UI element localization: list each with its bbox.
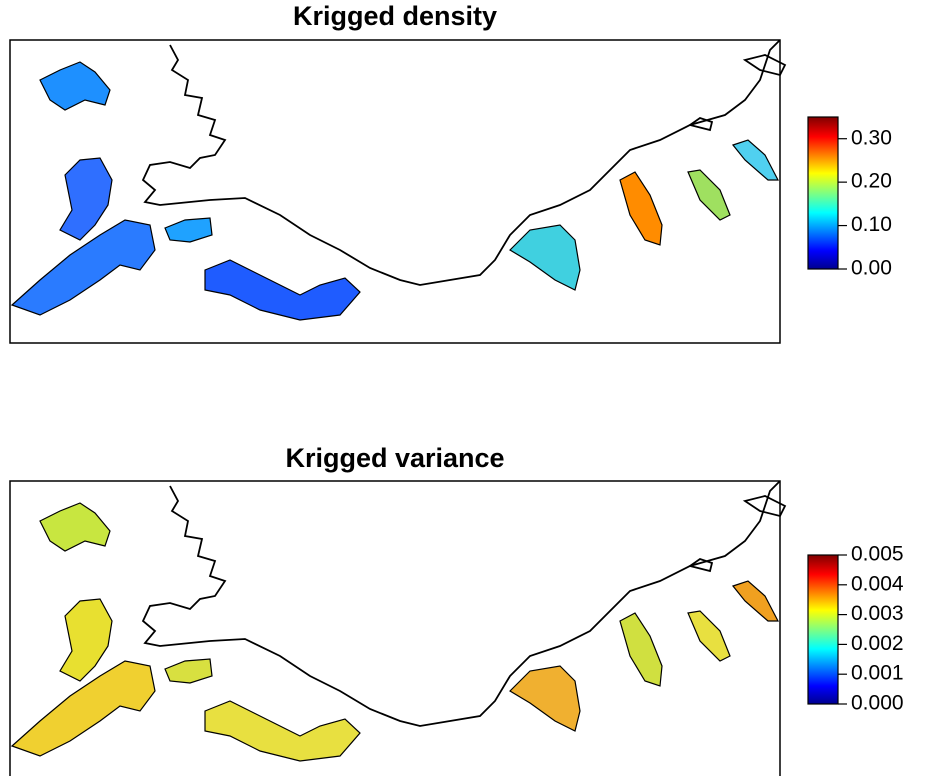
map-frame bbox=[9, 39, 781, 344]
colorbar-ramp bbox=[807, 554, 839, 705]
colorbar bbox=[807, 554, 839, 705]
colorbar-tick-label: 0.000 bbox=[851, 692, 904, 715]
coastline bbox=[142, 39, 786, 286]
colorbar-tick-label: 0.005 bbox=[851, 543, 904, 566]
variance-panel: Krigged variance bbox=[9, 443, 839, 776]
survey-areas bbox=[10, 502, 779, 762]
colorbar-tick-label: 0.004 bbox=[851, 572, 904, 595]
coastline bbox=[142, 480, 786, 727]
colorbar-tick-label: 0.10 bbox=[851, 213, 892, 236]
map-frame bbox=[9, 480, 781, 776]
colorbar-tick-label: 0.30 bbox=[851, 126, 892, 149]
colorbar-tick-label: 0.001 bbox=[851, 662, 904, 685]
colorbar-tick-label: 0.00 bbox=[851, 257, 892, 280]
panel-title: Krigged density bbox=[293, 1, 497, 31]
colorbar-ramp bbox=[807, 116, 839, 270]
colorbar bbox=[807, 116, 839, 270]
colorbar-tick-label: 0.003 bbox=[851, 602, 904, 625]
colorbar-tick-label: 0.20 bbox=[851, 170, 892, 193]
density-panel: Krigged density bbox=[9, 1, 839, 344]
survey-areas bbox=[10, 61, 779, 321]
colorbar-tick-label: 0.002 bbox=[851, 632, 904, 655]
panel-title: Krigged variance bbox=[285, 443, 504, 473]
